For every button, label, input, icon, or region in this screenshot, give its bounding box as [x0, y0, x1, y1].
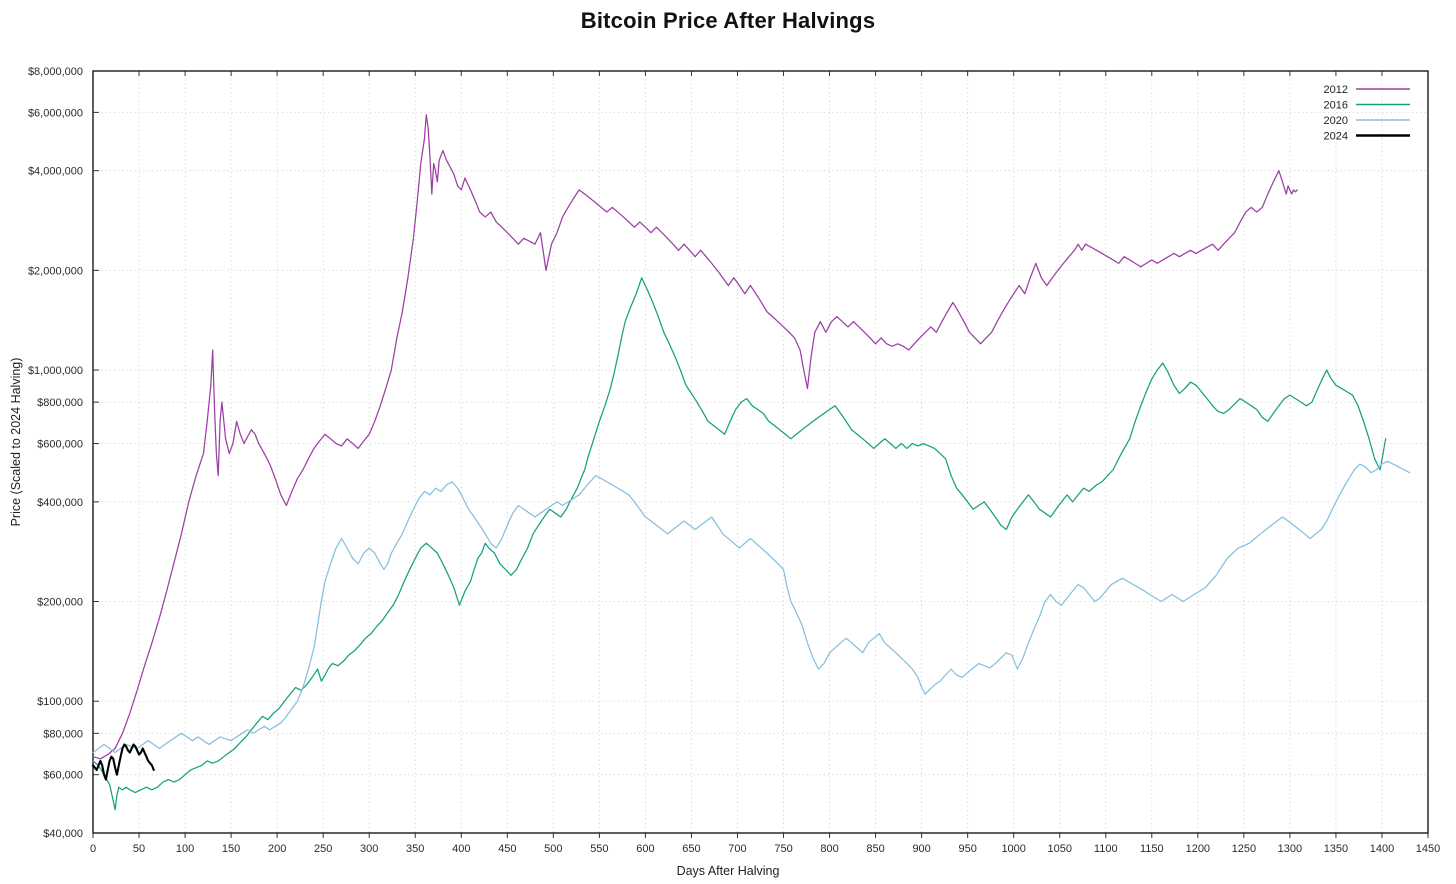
y-tick-label: $60,000 — [43, 770, 83, 782]
x-tick-label: 650 — [682, 843, 700, 855]
x-tick-label: 500 — [544, 843, 562, 855]
x-tick-label: 1400 — [1370, 843, 1394, 855]
x-tick-label: 250 — [314, 843, 332, 855]
legend-label-2020: 2020 — [1324, 115, 1348, 127]
legend-label-2012: 2012 — [1324, 84, 1348, 96]
y-tick-label: $400,000 — [37, 497, 83, 509]
x-tick-label: 800 — [820, 843, 838, 855]
y-tick-label: $2,000,000 — [28, 265, 83, 277]
x-tick-label: 1450 — [1416, 843, 1440, 855]
y-tick-label: $600,000 — [37, 439, 83, 451]
chart-title: Bitcoin Price After Halvings — [580, 8, 876, 33]
x-tick-label: 1150 — [1140, 843, 1164, 855]
x-tick-label: 150 — [222, 843, 240, 855]
y-tick-label: $1,000,000 — [28, 365, 83, 377]
x-tick-label: 900 — [912, 843, 930, 855]
y-tick-label: $6,000,000 — [28, 107, 83, 119]
series-line-2020 — [92, 460, 1411, 754]
x-tick-label: 350 — [406, 843, 424, 855]
y-tick-label: $8,000,000 — [28, 66, 83, 78]
x-tick-label: 1200 — [1186, 843, 1210, 855]
y-tick-label: $200,000 — [37, 597, 83, 609]
legend-label-2024: 2024 — [1324, 131, 1348, 143]
x-tick-label: 450 — [498, 843, 516, 855]
series-line-2016 — [92, 277, 1387, 811]
x-tick-label: 300 — [360, 843, 378, 855]
y-tick-label: $4,000,000 — [28, 166, 83, 178]
x-tick-label: 700 — [728, 843, 746, 855]
x-tick-label: 1050 — [1047, 843, 1071, 855]
legend-label-2016: 2016 — [1324, 100, 1348, 112]
y-tick-label: $100,000 — [37, 696, 83, 708]
y-tick-label: $80,000 — [43, 728, 83, 740]
x-tick-label: 1250 — [1232, 843, 1256, 855]
x-tick-label: 1300 — [1278, 843, 1302, 855]
tick-label-layer: 0 50 100 150 200 250 300 350 400 450 500 550 600 650 7… — [28, 66, 1440, 855]
x-tick-label: 50 — [133, 843, 145, 855]
x-tick-label: 1000 — [1001, 843, 1025, 855]
x-tick-label: 1350 — [1324, 843, 1348, 855]
chart-legend: 2012 2016 2020 2024 — [1324, 84, 1410, 143]
x-tick-label: 1100 — [1094, 843, 1118, 855]
y-tick-label: $40,000 — [43, 828, 83, 840]
x-tick-label: 400 — [452, 843, 470, 855]
grid-layer — [92, 70, 1429, 834]
series-layer — [91, 114, 1411, 811]
x-axis-label: Days After Halving — [676, 864, 780, 878]
x-tick-label: 200 — [268, 843, 286, 855]
x-tick-label: 950 — [958, 843, 976, 855]
series-line-2012 — [92, 114, 1298, 760]
y-tick-label: $800,000 — [37, 397, 83, 409]
x-tick-label: 850 — [866, 843, 884, 855]
x-tick-label: 0 — [90, 843, 96, 855]
x-tick-label: 600 — [636, 843, 654, 855]
series-line-2024 — [91, 743, 155, 781]
x-tick-label: 750 — [774, 843, 792, 855]
axis-layer — [92, 70, 1429, 838]
x-tick-label: 550 — [590, 843, 608, 855]
x-tick-label: 100 — [176, 843, 194, 855]
